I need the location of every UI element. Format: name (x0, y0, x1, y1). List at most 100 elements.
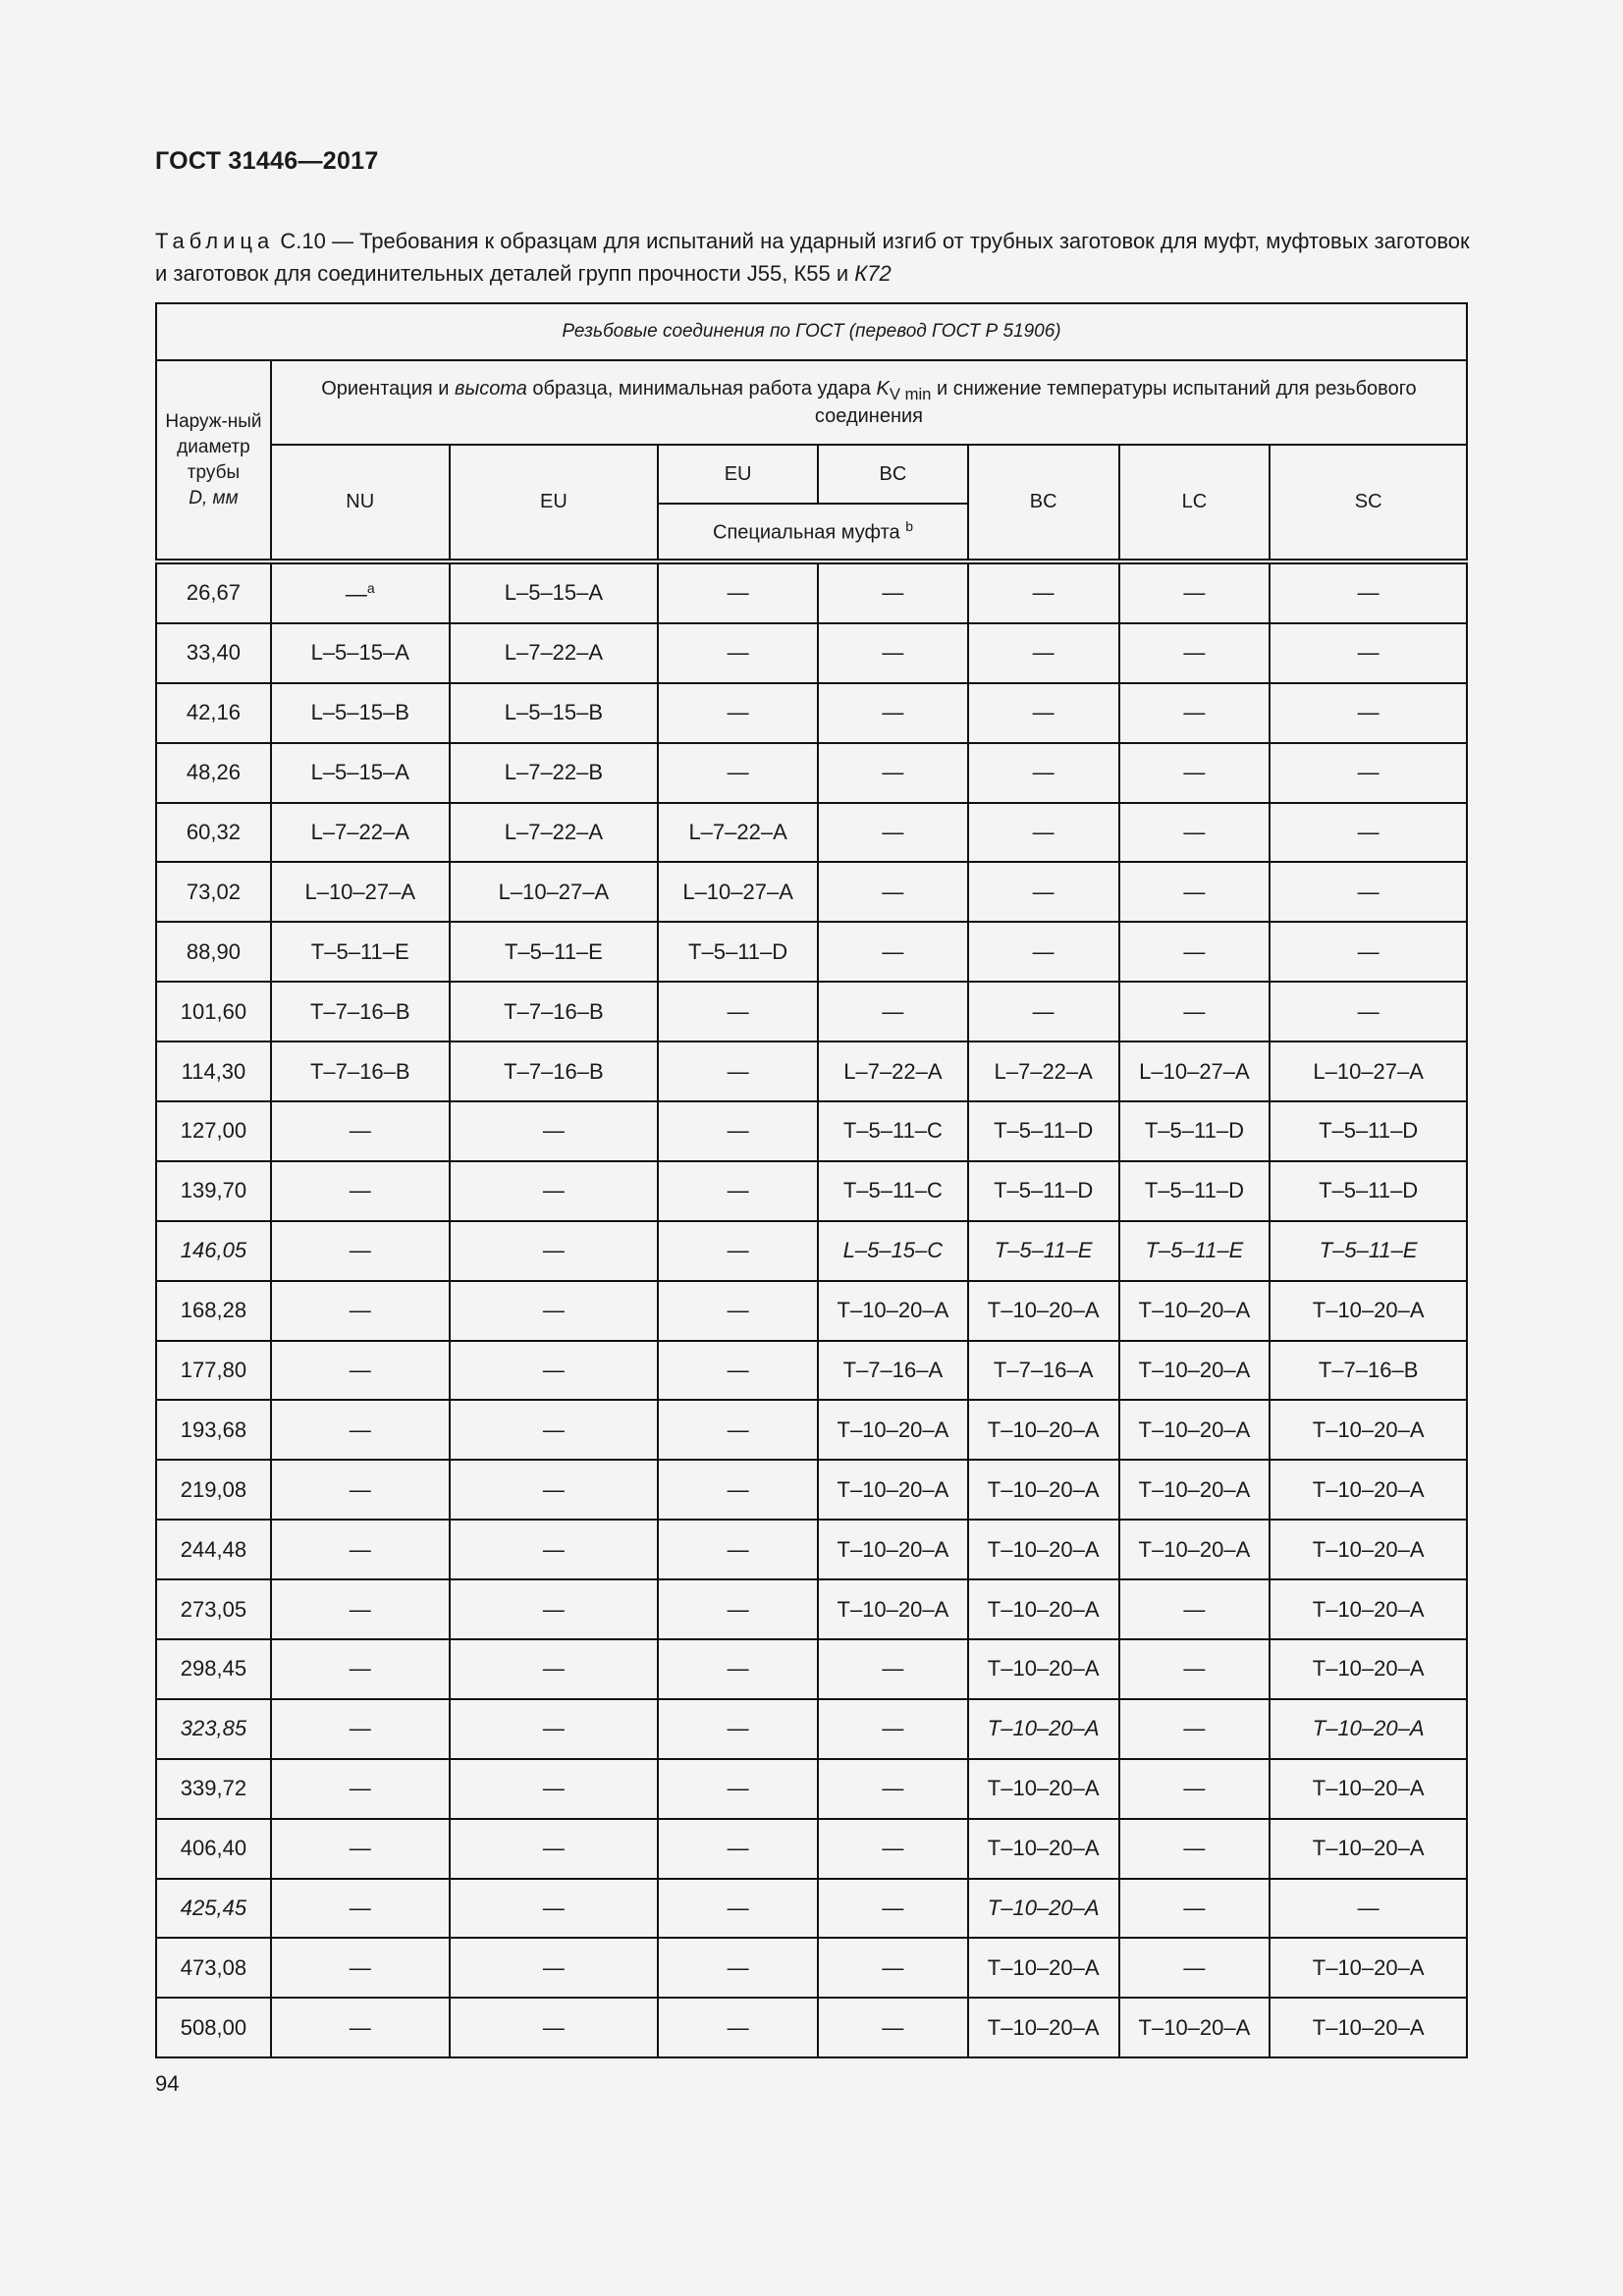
value-cell: — (657, 1519, 819, 1581)
caption-italic: К72 (854, 261, 892, 286)
value-cell: T–10–20–A (1117, 1399, 1271, 1462)
value-cell: — (269, 1339, 451, 1402)
value-cell: T–5–11–D (966, 1159, 1120, 1222)
value-cell: — (657, 561, 819, 624)
value-cell: — (448, 1697, 660, 1760)
value-cell: — (1117, 1697, 1271, 1760)
value-cell: — (448, 1877, 660, 1940)
value-cell: — (269, 1399, 451, 1462)
value-cell: — (657, 1638, 819, 1700)
value-cell: L–10–27–A (269, 861, 451, 924)
value-cell: — (966, 681, 1120, 744)
value-cell: T–10–20–A (1269, 1399, 1468, 1462)
value-cell: — (657, 1997, 819, 2059)
value-cell: L–7–22–A (448, 621, 660, 684)
value-cell: — (817, 741, 969, 804)
value-cell: — (657, 1219, 819, 1282)
value-cell: — (448, 1757, 660, 1820)
diameter-cell: 168,28 (155, 1279, 272, 1342)
value-cell: T–10–20–A (1269, 1279, 1468, 1342)
value-cell: — (657, 1159, 819, 1222)
value-cell: L–10–27–A (1269, 1041, 1468, 1103)
table-row: 88,90 T–5–11–E T–5–11–E T–5–11–D — — — — (155, 921, 1468, 984)
value-cell: L–10–27–A (657, 861, 819, 924)
value-cell: — (448, 1279, 660, 1342)
value-cell: T–5–11–E (269, 921, 451, 984)
table-row: 406,40— — — — T–10–20–A — T–10–20–A (155, 1817, 1468, 1880)
value-cell: — (817, 681, 969, 744)
value-cell: — (657, 1877, 819, 1940)
table-row: 425,45— — — — T–10–20–A — — (155, 1877, 1468, 1940)
value-cell: — (269, 1997, 451, 2059)
table-row: 139,70— — — T–5–11–C T–5–11–D T–5–11–D T–5–11–… (155, 1159, 1468, 1222)
value-cell: — (1117, 1937, 1271, 2000)
table-row: 193,68— — — T–10–20–A T–10–20–A T–10–20–A T–10… (155, 1399, 1468, 1462)
value-cell: — (1117, 1578, 1271, 1641)
table-caption: Таблица С.10 — Требования к образцам для… (155, 225, 1471, 290)
value-cell: T–5–11–D (1269, 1100, 1468, 1162)
table-row: 60,32 L–7–22–A L–7–22–A L–7–22–A — — — — (155, 801, 1468, 864)
diameter-cell: 508,00 (155, 1997, 272, 2059)
value-cell: T–10–20–A (966, 1638, 1120, 1700)
value-cell: — (657, 741, 819, 804)
value-cell: —a (269, 561, 451, 624)
value-cell: T–10–20–A (1269, 1519, 1468, 1581)
value-cell: — (448, 1578, 660, 1641)
value-cell: T–10–20–A (966, 1877, 1120, 1940)
value-cell: — (1269, 981, 1468, 1043)
specimen-table: Резьбовые соединения по ГОСТ (перевод ГО… (155, 302, 1469, 2059)
value-cell: — (966, 981, 1120, 1043)
value-cell: T–10–20–A (966, 1279, 1120, 1342)
value-cell: T–10–20–A (1269, 1459, 1468, 1522)
diameter-cell: 273,05 (155, 1578, 272, 1641)
table-row: 73,02 L–10–27–A L–10–27–A L–10–27–A — — — — (155, 861, 1468, 924)
table-row: 114,30 T–7–16–B T–7–16–B — L–7–22–A L–7–22–A L… (155, 1041, 1468, 1103)
value-cell: — (1269, 681, 1468, 744)
value-cell: — (269, 1757, 451, 1820)
value-cell: — (817, 621, 969, 684)
diameter-cell: 219,08 (155, 1459, 272, 1522)
value-cell: T–10–20–A (966, 1757, 1120, 1820)
value-cell: — (1117, 681, 1271, 744)
value-cell: — (1117, 561, 1271, 624)
value-cell: — (448, 1638, 660, 1700)
value-cell: T–7–16–B (269, 981, 451, 1043)
diameter-cell: 193,68 (155, 1399, 272, 1462)
value-cell: — (269, 1578, 451, 1641)
value-cell: T–5–11–E (448, 921, 660, 984)
value-cell: — (1117, 1638, 1271, 1700)
value-cell: T–5–11–C (817, 1100, 969, 1162)
value-cell: — (966, 741, 1120, 804)
table-row: 508,00— — — — T–10–20–A T–10–20–A T–10–20–A (155, 1997, 1468, 2059)
page-number: 94 (155, 2071, 180, 2096)
value-cell: L–7–22–B (448, 741, 660, 804)
value-cell: — (817, 1817, 969, 1880)
value-cell: — (448, 1997, 660, 2059)
value-cell: L–5–15–A (269, 741, 451, 804)
diameter-cell: 26,67 (155, 561, 272, 624)
col-lc: LC (1117, 444, 1271, 564)
value-cell: — (817, 981, 969, 1043)
footnote-mark: a (366, 579, 375, 596)
value-cell: T–10–20–A (1269, 1997, 1468, 2059)
diameter-cell: 127,00 (155, 1100, 272, 1162)
document-header: ГОСТ 31446—2017 (155, 147, 379, 175)
value-cell: — (657, 681, 819, 744)
value-cell: — (657, 621, 819, 684)
value-cell: — (657, 1697, 819, 1760)
value-cell: — (817, 1697, 969, 1760)
value-cell: — (817, 801, 969, 864)
diameter-cell: 298,45 (155, 1638, 272, 1700)
value-cell: T–10–20–A (1269, 1697, 1468, 1760)
value-cell: — (448, 1459, 660, 1522)
value-cell: — (817, 1937, 969, 2000)
value-cell: — (269, 1459, 451, 1522)
diameter-cell: 146,05 (155, 1219, 272, 1282)
orientation-header: Ориентация и высота образца, минимальная… (269, 359, 1469, 446)
value-cell: — (817, 1877, 969, 1940)
diameter-cell: 473,08 (155, 1937, 272, 2000)
value-cell: — (966, 621, 1120, 684)
value-cell: T–10–20–A (1269, 1638, 1468, 1700)
value-cell: — (966, 861, 1120, 924)
diameter-cell: 339,72 (155, 1757, 272, 1820)
